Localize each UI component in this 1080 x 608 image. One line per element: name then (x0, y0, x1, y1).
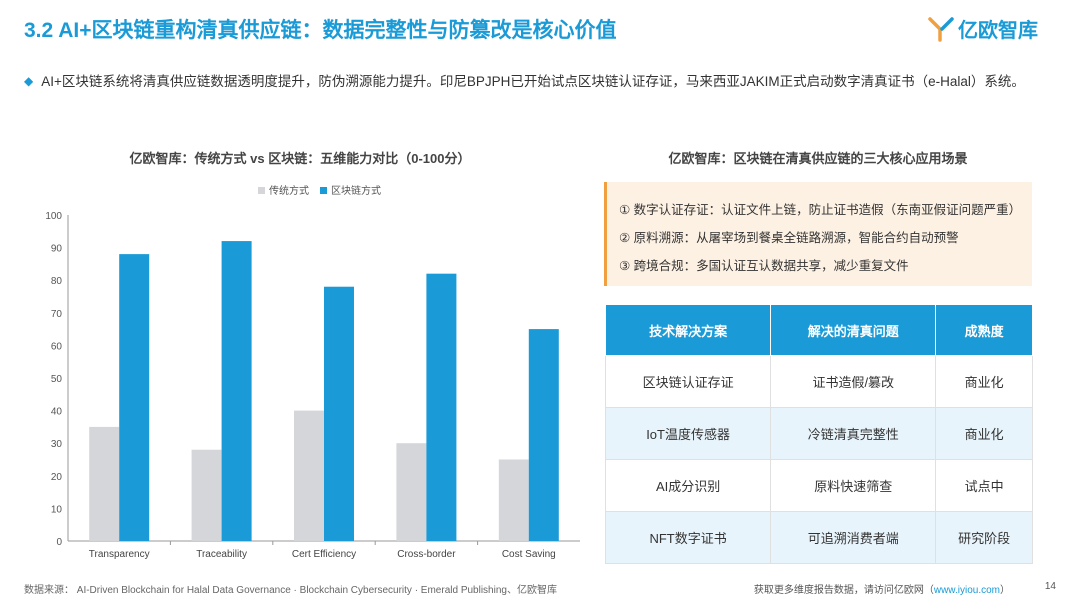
scenario-item: ① 数字认证存证：认证文件上链，防止证书造假（东南亚假证问题严重） (619, 203, 1022, 217)
x-tick-label: Traceability (196, 549, 247, 560)
bar (294, 410, 324, 541)
x-tick-label: Cross-border (397, 549, 456, 560)
y-tick-label: 0 (56, 537, 62, 548)
table-header: 技术解决方案 (604, 304, 772, 356)
table-cell: 证书造假/篡改 (770, 355, 937, 408)
table-cell: 原料快速筛查 (770, 459, 937, 512)
logo-text: 亿欧智库 (958, 20, 1038, 42)
bar (221, 241, 252, 541)
y-tick-label: 10 (51, 504, 63, 515)
footer-more: 获取更多维度报告数据，请访问亿欧网（www.iyiou.com） (754, 581, 1010, 596)
bar (498, 459, 529, 541)
bar-chart: 传统方式 区块链方式 0 10 20 30 40 50 60 70 80 90 100 Transpare… (45, 184, 580, 560)
page-number: 14 (1044, 581, 1056, 592)
table-row: 区块链认证存证 证书造假/篡改 商业化 (604, 355, 1033, 408)
table-cell: 冷链清真完整性 (770, 407, 937, 460)
y-tick-label: 40 (51, 407, 63, 418)
chart-title: 亿欧智库：传统方式 vs 区块链：五维能力对比（0-100分） (129, 151, 471, 166)
table-header: 解决的清真问题 (770, 304, 937, 356)
x-tick-label: Transparency (89, 549, 150, 560)
table-cell: NFT数字证书 (604, 511, 772, 564)
bar (119, 254, 150, 541)
tech-table: 技术解决方案 解决的清真问题 成熟度 区块链认证存证 证书造假/篡改 商业化 I… (604, 304, 1033, 564)
y-tick-label: 20 (51, 472, 63, 483)
x-tick-label: Cert Efficiency (292, 549, 356, 560)
scenario-item: ③ 跨境合规：多国认证互认数据共享，减少重复文件 (619, 259, 909, 273)
y-tick-label: 60 (51, 341, 63, 352)
bar (426, 273, 457, 541)
scenario-item: ② 原料溯源：从屠宰场到餐桌全链路溯源，智能合约自动预警 (619, 231, 959, 245)
table-row: NFT数字证书 可追溯消费者端 研究阶段 (604, 511, 1033, 564)
x-tick-label: Cost Saving (502, 549, 556, 560)
page-title: 3.2 AI+区块链重构清真供应链：数据完整性与防篡改是核心价值 (24, 19, 617, 42)
footer-more-suffix: ） (1000, 585, 1010, 596)
summary-text: AI+区块链系统将清真供应链数据透明度提升，防伪溯源能力提升。印尼BPJPH已开… (41, 74, 1025, 89)
logo-icon (928, 16, 954, 42)
table-cell: 试点中 (935, 459, 1033, 512)
website-link[interactable]: www.iyiou.com (933, 585, 1000, 596)
bar (324, 286, 354, 541)
bar (528, 329, 559, 541)
y-tick-label: 50 (51, 374, 63, 385)
table-cell: 研究阶段 (935, 511, 1033, 564)
y-tick-label: 80 (51, 276, 63, 287)
table-header: 成熟度 (935, 304, 1033, 356)
legend-swatch (320, 187, 327, 194)
y-tick-label: 100 (45, 211, 62, 222)
bar (191, 449, 222, 541)
right-panel-title: 亿欧智库：区块链在清真供应链的三大核心应用场景 (668, 151, 968, 166)
scenario-card: ① 数字认证存证：认证文件上链，防止证书造假（东南亚假证问题严重） ② 原料溯源… (604, 182, 1032, 286)
y-tick-label: 30 (51, 439, 63, 450)
bar (396, 443, 427, 541)
table-cell: 商业化 (935, 407, 1033, 460)
table-header-row: 技术解决方案 解决的清真问题 成熟度 (604, 304, 1033, 356)
footer-more-prefix: 获取更多维度报告数据，请访问亿欧网（ (753, 585, 934, 596)
legend-swatch (258, 187, 265, 194)
table-cell: 区块链认证存证 (604, 355, 772, 408)
logo: 亿欧智库 (928, 14, 1038, 43)
table-row: AI成分识别 原料快速筛查 试点中 (604, 459, 1033, 512)
table-cell: IoT温度传感器 (604, 407, 772, 460)
table-cell: 商业化 (935, 355, 1033, 408)
y-tick-label: 70 (51, 309, 63, 320)
legend-label: 区块链方式 (331, 184, 381, 197)
data-source: 数据来源： AI-Driven Blockchain for Halal Dat… (24, 585, 557, 596)
y-tick-label: 90 (51, 244, 63, 255)
table-cell: AI成分识别 (604, 459, 772, 512)
summary-bullet: ◆ AI+区块链系统将清真供应链数据透明度提升，防伪溯源能力提升。印尼BPJPH… (24, 72, 1054, 91)
table-cell: 可追溯消费者端 (770, 511, 937, 564)
bar (89, 426, 120, 541)
diamond-icon: ◆ (24, 74, 34, 88)
table-row: IoT温度传感器 冷链清真完整性 商业化 (604, 407, 1033, 460)
legend-label: 传统方式 (269, 184, 309, 197)
